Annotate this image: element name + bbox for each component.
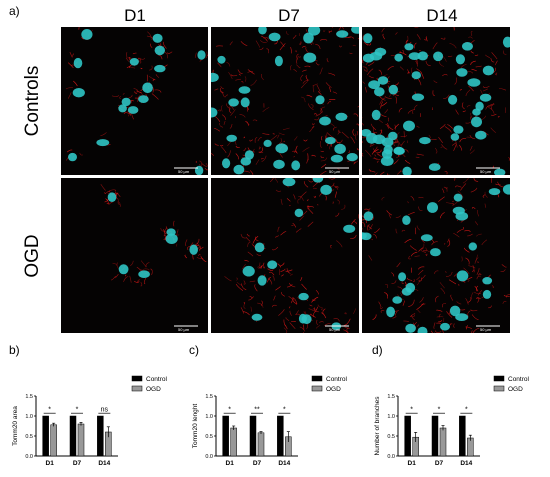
legend-swatch-control	[131, 375, 143, 382]
legend-label-control: Control	[326, 376, 348, 383]
legend-swatch-ogd	[131, 385, 143, 392]
legend-label-ogd: OGD	[146, 386, 161, 393]
row-label-controls: Controls	[22, 65, 43, 137]
y-tick-label: 1.5	[25, 394, 33, 400]
bar-control-d14	[97, 415, 104, 457]
micrograph-ogd-d14: 50 µm	[362, 178, 510, 333]
scale-bar-label: 50 µm	[480, 169, 492, 174]
row-label-ogd: OGD	[22, 234, 43, 278]
bar-ogd-d1	[50, 424, 57, 457]
significance-label: *	[283, 407, 286, 414]
bar-control-d7	[431, 415, 439, 457]
legend-label-control: Control	[508, 376, 530, 383]
panel-d-label: d)	[372, 343, 383, 357]
bar-control-d14	[277, 415, 284, 457]
bar-ogd-d7	[257, 432, 265, 457]
panel-c-label: c)	[189, 343, 199, 357]
bar-control-d7	[249, 415, 257, 457]
y-tick-label: 1.0	[387, 414, 395, 420]
x-tick-label: D14	[98, 460, 110, 467]
bar-control-d1	[42, 415, 49, 457]
micrograph-controls-d7: 50 µm	[211, 27, 359, 175]
y-tick-label: 1.5	[387, 394, 395, 400]
bar-ogd-d1	[230, 427, 237, 457]
x-tick-label: D1	[46, 460, 55, 467]
bar-ogd-d7	[439, 427, 447, 457]
x-tick-label: D14	[278, 460, 290, 467]
y-tick-label: 1.0	[25, 414, 33, 420]
x-tick-label: D1	[226, 460, 235, 467]
significance-label: *	[465, 407, 468, 414]
significance-label: *	[410, 407, 413, 414]
y-axis-label: Number of branches	[374, 396, 381, 456]
y-tick-label: 0.0	[387, 454, 395, 460]
x-tick-label: D7	[73, 460, 82, 467]
chart-number-of-branches: Number of branches 0.0 0.5 1.0 1.5 * D1 * D7 * D14…	[372, 360, 547, 477]
bar-control-d14	[459, 415, 466, 457]
legend-label-ogd: OGD	[508, 386, 523, 393]
micrograph-ogd-d7: 50 µm	[211, 178, 359, 333]
scale-bar-label: 50 µm	[178, 327, 190, 332]
bar-ogd-d7	[77, 423, 85, 457]
legend-swatch-control	[493, 375, 505, 382]
y-tick-label: 1.5	[205, 394, 213, 400]
x-tick-label: D1	[408, 460, 417, 467]
scale-bar-label: 50 µm	[480, 327, 492, 332]
micrograph-controls-d1: 50 µm	[61, 27, 208, 175]
significance-label: *	[228, 407, 231, 414]
y-tick-label: 0.5	[205, 434, 213, 440]
significance-label: **	[254, 407, 260, 414]
scale-bar-label: 50 µm	[329, 169, 341, 174]
y-tick-label: 0.0	[25, 454, 33, 460]
y-axis-label: Tomm20 lenght	[192, 404, 199, 449]
y-tick-label: 0.0	[205, 454, 213, 460]
legend-swatch-ogd	[311, 385, 323, 392]
legend-swatch-control	[311, 375, 323, 382]
legend-label-ogd: OGD	[326, 386, 341, 393]
significance-label: *	[76, 407, 79, 414]
legend-label-control: Control	[146, 376, 168, 383]
panel-b-label: b)	[9, 343, 20, 357]
y-tick-label: 0.5	[387, 434, 395, 440]
x-tick-label: D14	[460, 460, 472, 467]
x-tick-label: D7	[253, 460, 262, 467]
y-tick-label: 0.5	[25, 434, 33, 440]
y-axis-label: Tomm20 area	[12, 406, 19, 446]
column-header-d1: D1	[124, 6, 146, 25]
bar-control-d1	[404, 415, 411, 457]
significance-label: *	[438, 407, 441, 414]
significance-label: *	[48, 407, 51, 414]
panel-a-label: a)	[9, 4, 20, 18]
column-header-d14: D14	[426, 6, 458, 25]
legend-swatch-ogd	[493, 385, 505, 392]
column-header-d7: D7	[278, 6, 300, 25]
bar-control-d1	[222, 415, 229, 457]
significance-label: ns	[101, 407, 109, 414]
y-tick-label: 1.0	[205, 414, 213, 420]
scale-bar-label: 50 µm	[178, 169, 190, 174]
x-tick-label: D7	[435, 460, 444, 467]
chart-tomm20-area: Tomm20 area 0.0 0.5 1.0 1.5 * D1 * D7 ns D14 Contro…	[10, 360, 185, 477]
scale-bar-label: 50 µm	[329, 327, 341, 332]
micrograph-ogd-d1: 50 µm	[61, 178, 208, 333]
chart-tomm20-length: Tomm20 lenght 0.0 0.5 1.0 1.5 * D1 ** D7 * D14 Cont…	[190, 360, 365, 477]
bar-control-d7	[69, 415, 77, 457]
micrograph-controls-d14: 50 µm	[362, 27, 510, 175]
